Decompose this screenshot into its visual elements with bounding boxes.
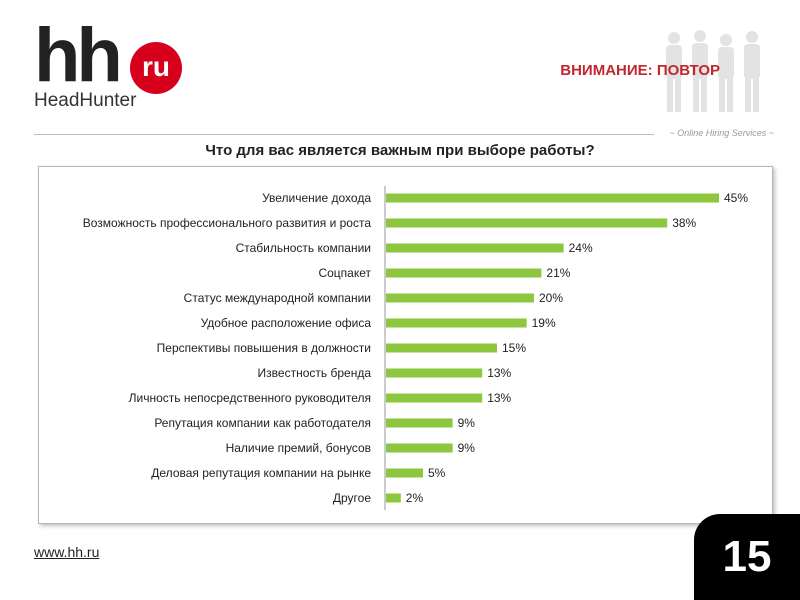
category-label: Деловая репутация компании на рынке — [151, 466, 371, 480]
value-label: 45% — [724, 191, 748, 205]
people-silhouettes-icon — [666, 30, 760, 112]
chart-title: Что для вас является важным при выборе р… — [205, 142, 595, 159]
category-label: Увеличение дохода — [262, 191, 371, 205]
value-label: 20% — [539, 291, 563, 305]
category-label: Личность непосредственного руководителя — [129, 391, 371, 405]
site-link[interactable]: www.hh.ru — [34, 544, 100, 560]
bar — [386, 343, 497, 353]
value-label: 21% — [546, 266, 570, 280]
bar — [386, 268, 542, 278]
category-label: Репутация компании как работодателя — [154, 416, 371, 430]
value-label: 13% — [487, 391, 511, 405]
category-label: Статус международной компании — [184, 291, 371, 305]
bar — [386, 318, 527, 328]
value-label: 15% — [502, 341, 526, 355]
bar — [386, 368, 483, 378]
services-tagline: ~ Online Hiring Services ~ — [669, 128, 774, 138]
value-label: 24% — [569, 241, 593, 255]
bar — [386, 443, 453, 453]
value-label: 2% — [406, 491, 424, 505]
value-label: 9% — [458, 416, 476, 430]
bar — [386, 193, 719, 203]
services-text: Online Hiring Services — [677, 128, 767, 138]
value-label: 38% — [672, 216, 696, 230]
logo-name: HeadHunter — [34, 90, 137, 111]
attention-label: ВНИМАНИЕ: ПОВТОР — [560, 62, 720, 79]
value-label: 5% — [428, 466, 446, 480]
logo-domain-badge: ru — [130, 42, 182, 94]
logo-mark: hh — [34, 13, 123, 98]
bar-chart: Увеличение дохода 45% Возможность професси… — [83, 186, 748, 510]
category-label: Другое — [333, 491, 371, 505]
category-label: Известность бренда — [258, 366, 372, 380]
category-label: Стабильность компании — [236, 241, 371, 255]
category-label: Соцпакет — [318, 266, 371, 280]
bar — [386, 293, 534, 303]
value-label: 13% — [487, 366, 511, 380]
page-number-tab: 15 — [694, 514, 800, 600]
bar — [386, 243, 564, 253]
page-number: 15 — [722, 532, 772, 581]
category-label: Наличие премий, бонусов — [226, 441, 371, 455]
category-label: Возможность профессионального развития и… — [83, 216, 372, 230]
value-label: 19% — [532, 316, 556, 330]
headhunter-logo[interactable]: hh ru HeadHunter — [34, 16, 194, 114]
value-label: 9% — [458, 441, 476, 455]
chart-panel: Увеличение дохода 45% Возможность професси… — [38, 166, 773, 524]
category-label: Перспективы повышения в должности — [157, 341, 371, 355]
bar — [386, 218, 668, 228]
header-divider — [34, 134, 654, 135]
category-label: Удобное расположение офиса — [201, 316, 372, 330]
bar — [386, 418, 453, 428]
bar — [386, 493, 401, 503]
bar — [386, 468, 423, 478]
bar — [386, 393, 483, 403]
